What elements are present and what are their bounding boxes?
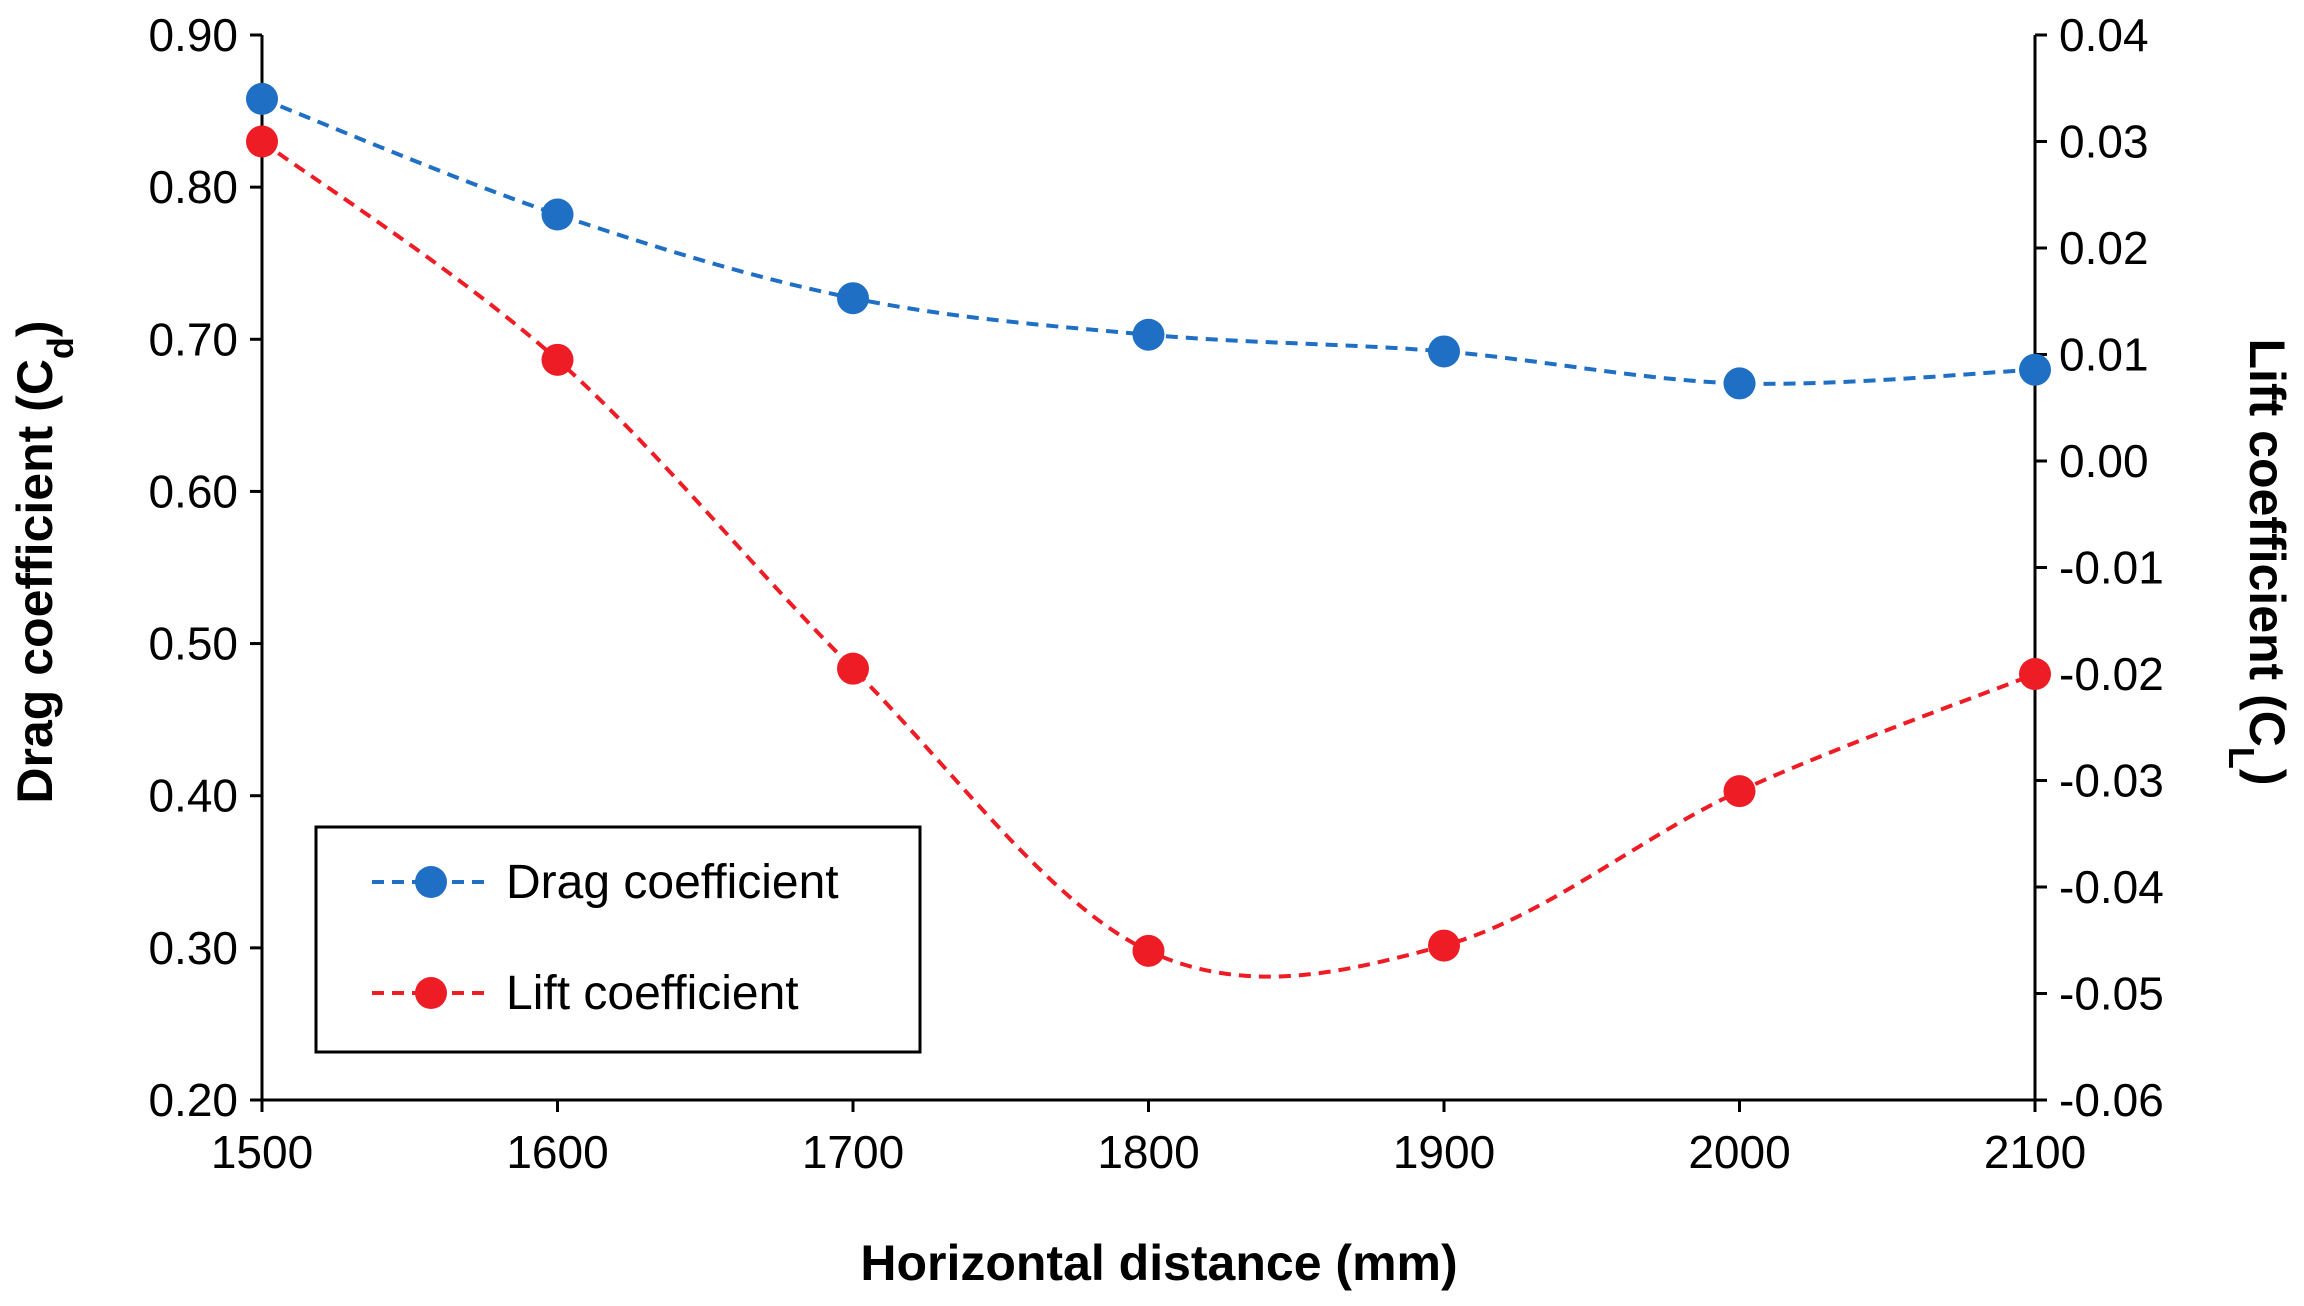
y2-tick-label: 0.02 <box>2059 222 2149 274</box>
data-point-drag-coefficient <box>1132 318 1165 351</box>
y2-tick-label: -0.04 <box>2059 861 2164 913</box>
data-point-drag-coefficient <box>246 82 278 115</box>
x-axis-title: Horizontal distance (mm) <box>860 1235 1457 1291</box>
x-tick-label: 1500 <box>211 1126 313 1178</box>
data-point-drag-coefficient <box>2019 353 2051 386</box>
y-tick-label: 0.70 <box>148 313 238 365</box>
data-point-lift-coefficient <box>541 343 574 376</box>
data-point-drag-coefficient <box>1723 367 1756 400</box>
x-tick-label: 2000 <box>1688 1126 1790 1178</box>
y2-axis-title-text: Lift coefficient (C <box>2239 339 2295 747</box>
data-point-lift-coefficient <box>1723 775 1756 808</box>
x-tick-label: 1600 <box>506 1126 608 1178</box>
data-point-lift-coefficient <box>1428 929 1460 962</box>
y-axis-title: Drag coefficient (Cd) <box>7 320 81 803</box>
x-tick-label: 1900 <box>1393 1126 1495 1178</box>
y2-tick-label: -0.01 <box>2059 542 2164 594</box>
data-point-lift-coefficient <box>837 652 869 685</box>
y-tick-label: 0.30 <box>148 922 238 974</box>
data-point-lift-coefficient <box>246 125 278 158</box>
data-point-lift-coefficient <box>1132 934 1165 967</box>
y-tick-label: 0.50 <box>148 618 238 670</box>
legend: Drag coefficient Lift coefficient <box>314 825 922 1054</box>
y2-tick-label: 0.04 <box>2059 9 2149 61</box>
legend-marker-lift <box>415 977 447 1009</box>
axes: 0.20 0.30 0.40 0.50 0.60 0.70 0.80 0.90 -0.06 -0.… <box>148 9 2163 1178</box>
y2-axis-title-close: ) <box>2239 769 2295 786</box>
legend-box <box>314 825 922 1054</box>
y-tick-label: 0.40 <box>148 770 238 822</box>
data-point-drag-coefficient <box>1428 335 1460 368</box>
data-point-drag-coefficient <box>541 198 574 231</box>
y-axis-title-text: Drag coefficient (C <box>7 359 63 804</box>
y-tick-label: 0.20 <box>148 1074 238 1126</box>
y-axis-title-close: ) <box>7 320 63 337</box>
y2-tick-label: 0.03 <box>2059 116 2149 168</box>
y2-tick-label: -0.03 <box>2059 755 2164 807</box>
y2-axis-title-subscript: L <box>2222 747 2263 769</box>
data-point-lift-coefficient <box>2019 658 2051 690</box>
y-tick-label: 0.80 <box>148 161 238 213</box>
legend-label-lift: Lift coefficient <box>506 967 799 1020</box>
series <box>246 82 2051 979</box>
y2-tick-label: -0.06 <box>2059 1074 2164 1126</box>
x-tick-label: 2100 <box>1984 1126 2086 1178</box>
y2-tick-label: 0.01 <box>2059 329 2149 381</box>
legend-label-drag: Drag coefficient <box>506 856 839 909</box>
y-axis-title-subscript: d <box>40 337 81 359</box>
data-point-drag-coefficient <box>837 282 869 315</box>
legend-marker-drag <box>415 866 447 898</box>
x-tick-label: 1700 <box>802 1126 904 1178</box>
y-tick-label: 0.90 <box>148 9 238 61</box>
x-tick-label: 1800 <box>1097 1126 1199 1178</box>
y2-tick-label: -0.05 <box>2059 968 2164 1020</box>
y2-axis-title: Lift coefficient (CL) <box>2222 339 2296 786</box>
y2-tick-label: -0.02 <box>2059 648 2164 700</box>
y2-tick-label: 0.00 <box>2059 435 2149 487</box>
y-tick-label: 0.60 <box>148 465 238 517</box>
